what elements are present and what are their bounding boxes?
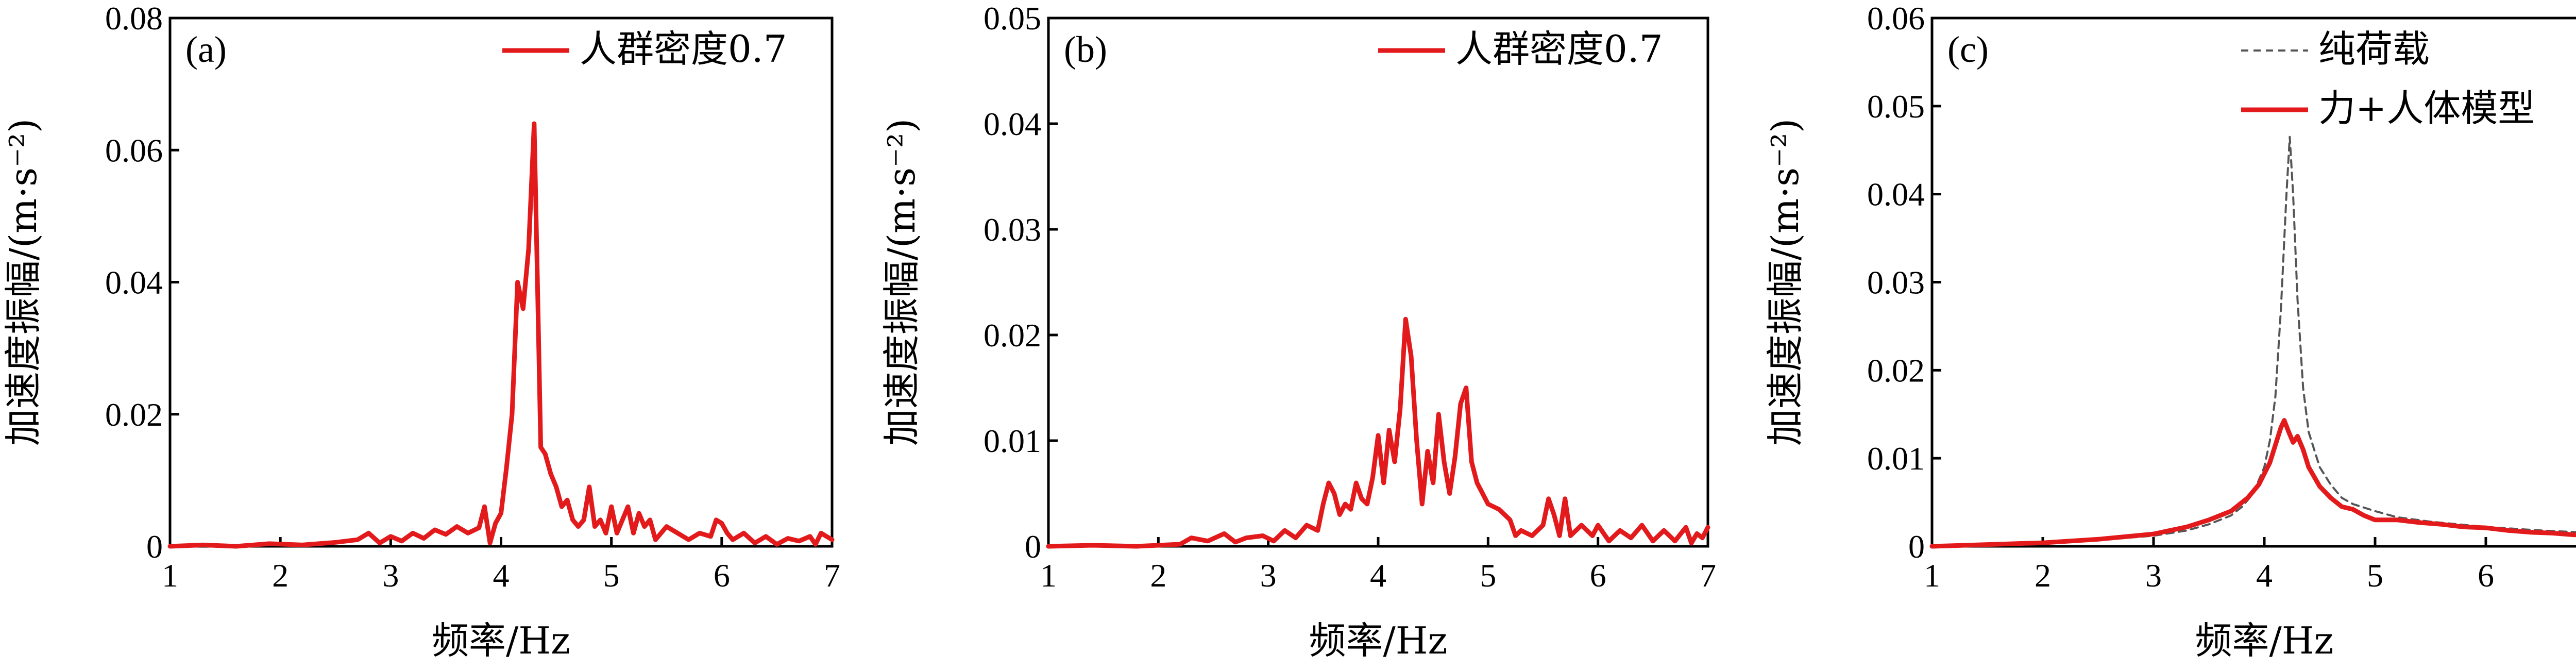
x-tick-label: 5: [1480, 557, 1496, 594]
legend-label-1: 人群密度0.7: [1455, 27, 1663, 71]
y-axis-title: 加速度振幅/(m·s⁻²): [1764, 119, 1807, 446]
x-tick-label: 4: [2256, 557, 2273, 594]
plot-frame: [168, 16, 834, 548]
x-tick-label: 3: [2145, 557, 2162, 594]
y-tick-label: 0.03: [984, 211, 1041, 248]
x-tick-label: 6: [1590, 557, 1606, 594]
y-axis-title: 加速度振幅/(m·s⁻²): [880, 119, 923, 446]
x-tick-label: 4: [1370, 557, 1386, 594]
x-tick-label: 1: [1924, 557, 1940, 594]
x-tick-label: 5: [2367, 557, 2383, 594]
y-tick-label: 0.08: [105, 0, 163, 37]
y-tick-label: 0: [1025, 528, 1041, 565]
x-tick-label: 7: [824, 557, 840, 594]
series-line-1: [167, 121, 835, 549]
series-line-1: [1046, 316, 1710, 549]
panel-label: (c): [1947, 29, 1989, 70]
y-tick-label: 0: [146, 528, 163, 565]
chart-panel-1: 1 2 3 4 5 6 7 0 0.02 0.04 0.06 0.08 频率/Hz 加速度振幅/(m·s⁻…: [2, 0, 840, 662]
series-line-1: [1931, 136, 2576, 547]
y-tick-label: 0.01: [1867, 440, 1925, 477]
panel-label: (b): [1064, 29, 1107, 70]
x-axis-title: 频率/Hz: [1309, 619, 1448, 662]
x-tick-label: 1: [1040, 557, 1057, 594]
x-tick-label: 7: [1700, 557, 1716, 594]
x-axis-title: 频率/Hz: [432, 619, 570, 662]
chart-panel-2: 1 2 3 4 5 6 7 0 0.01 0.02 0.03 0.04 0.05 频率/Hz 加速度振幅/(…: [880, 0, 1716, 662]
y-tick-label: 0.06: [1867, 0, 1925, 37]
plot-frame: [1047, 16, 1709, 548]
y-tick-label: 0.05: [984, 0, 1041, 37]
series-line-2: [1929, 418, 2576, 549]
legend-label-1: 纯荷载: [2318, 27, 2430, 71]
x-tick-label: 4: [493, 557, 510, 594]
y-tick-label: 0.04: [1867, 176, 1925, 213]
y-tick-label: 0.01: [984, 423, 1041, 459]
y-axis-title: 加速度振幅/(m·s⁻²): [2, 119, 45, 446]
legend-label-2: 力+人体模型: [2318, 87, 2535, 130]
y-tick-label: 0.05: [1867, 88, 1925, 125]
x-tick-label: 1: [162, 557, 178, 594]
y-tick-label: 0.02: [105, 396, 163, 433]
x-tick-label: 6: [2478, 557, 2494, 594]
x-tick-label: 2: [1150, 557, 1166, 594]
x-tick-label: 2: [272, 557, 289, 594]
y-tick-label: 0.03: [1867, 264, 1925, 301]
y-tick-label: 0.04: [105, 264, 163, 301]
panel-label: (a): [185, 29, 227, 70]
y-tick-label: 0.04: [984, 106, 1041, 142]
y-tick-label: 0.02: [1867, 352, 1925, 389]
y-tick-label: 0: [1908, 528, 1925, 565]
legend-label-1: 人群密度0.7: [580, 27, 787, 71]
chart-panel-3: 123456700.010.020.030.040.050.06频率/Hz加速度…: [1764, 0, 2576, 662]
x-axis-title: 频率/Hz: [2195, 619, 2334, 662]
x-tick-label: 5: [603, 557, 620, 594]
y-tick-label: 0.06: [105, 132, 163, 169]
x-tick-label: 3: [1260, 557, 1277, 594]
y-tick-label: 0.02: [984, 317, 1041, 354]
x-tick-label: 2: [2035, 557, 2051, 594]
x-tick-label: 3: [382, 557, 399, 594]
x-tick-label: 6: [714, 557, 730, 594]
